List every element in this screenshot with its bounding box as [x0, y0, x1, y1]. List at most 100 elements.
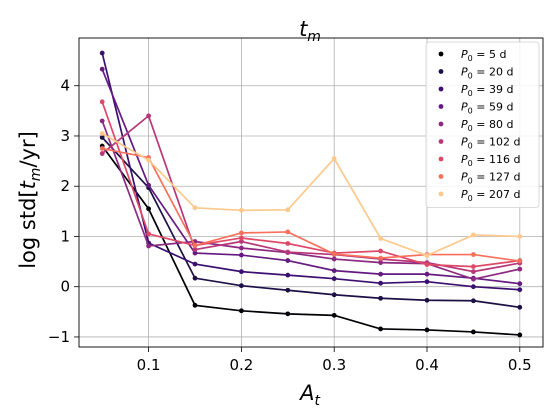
series-line	[102, 147, 520, 262]
series-20-d	[99, 135, 523, 310]
data-point	[239, 207, 244, 213]
data-point	[331, 276, 337, 282]
data-point	[517, 281, 523, 287]
data-point	[99, 131, 105, 136]
data-point	[517, 332, 523, 338]
legend-series-name: 102 d	[489, 136, 520, 149]
plot-frame	[78, 37, 544, 348]
series-line	[101, 52, 520, 291]
data-point	[471, 284, 476, 290]
y-tick-label: 2	[60, 177, 70, 195]
data-point	[99, 151, 105, 156]
series-line	[101, 145, 520, 336]
data-point	[517, 234, 523, 239]
y-tick-label: 0	[60, 278, 70, 296]
legend-entry: P0 = 116 d	[438, 153, 520, 168]
data-point	[239, 269, 244, 275]
x-tick-label: 0.2	[229, 356, 253, 374]
data-point	[192, 275, 198, 281]
data-point	[99, 99, 105, 105]
data-point	[146, 182, 152, 188]
data-point	[239, 230, 244, 236]
x-tick-label: 0.1	[137, 356, 161, 374]
legend-label: P0 = 80 d	[461, 118, 513, 133]
data-point	[331, 256, 337, 262]
data-point	[239, 235, 244, 241]
data-point	[192, 250, 198, 256]
data-point	[239, 239, 244, 244]
data-point	[424, 327, 430, 333]
data-point	[517, 287, 523, 293]
data-point	[378, 295, 383, 301]
legend-entry: P0 = 127 d	[438, 171, 520, 186]
legend-series-name: 116 d	[489, 153, 520, 166]
legend-series-name: 20 d	[489, 66, 513, 79]
data-point	[239, 245, 244, 251]
data-point	[331, 292, 337, 298]
ticks: 0.1 0.2 0.3 0.4 0.5 −1 0 1 2 3 4	[48, 77, 532, 374]
legend-entry: P0 = 5 d	[438, 48, 506, 63]
legend-label: P0 = 59 d	[461, 101, 513, 116]
data-point	[471, 269, 476, 275]
legend-marker	[438, 121, 444, 127]
data-point	[99, 50, 105, 56]
y-tick-label: 3	[60, 127, 70, 145]
data-point	[378, 236, 383, 241]
legend-marker	[438, 104, 444, 109]
legend-marker	[438, 51, 444, 57]
legend: P0 = 5 d P0 = 20 d P0 = 39 d P0 = 59 d P0 = …	[425, 41, 540, 208]
data-point	[378, 271, 383, 277]
y-tick-label: −1	[48, 328, 70, 346]
data-point	[471, 276, 476, 282]
data-point	[517, 266, 523, 272]
legend-entry: P0 = 20 d	[438, 66, 513, 81]
series-116-d	[99, 99, 523, 270]
series-line	[101, 114, 520, 273]
legend-marker	[438, 174, 444, 179]
data-point	[378, 260, 383, 265]
legend-series-name: 5 d	[489, 48, 506, 61]
data-point	[471, 264, 476, 270]
legend-box	[425, 41, 540, 208]
legend-entry: P0 = 102 d	[438, 136, 520, 151]
data-point	[424, 297, 430, 303]
legend-label: P0 = 116 d	[461, 153, 520, 168]
series-207-d	[99, 131, 523, 258]
data-point	[471, 252, 476, 257]
legend-label: P0 = 5 d	[461, 48, 506, 63]
data-point	[517, 258, 523, 264]
data-point	[285, 249, 291, 255]
data-point	[239, 308, 244, 314]
x-axis-title: At	[298, 381, 320, 409]
legend-series-name: 80 d	[489, 118, 513, 131]
data-point	[192, 243, 198, 248]
data-point	[239, 283, 244, 289]
y-axis-title: log std[tm/yr]	[16, 131, 44, 269]
data-point	[192, 247, 198, 252]
series-line	[101, 101, 520, 268]
data-point	[517, 304, 523, 310]
data-point	[471, 329, 476, 335]
data-point	[378, 248, 383, 254]
data-point	[99, 118, 105, 124]
data-point	[146, 113, 152, 119]
legend-series-name: 127 d	[489, 171, 520, 184]
data-point	[378, 280, 383, 286]
series-127-d	[99, 146, 523, 264]
data-point	[146, 157, 152, 163]
y-tick-label: 4	[60, 77, 70, 95]
data-point	[331, 251, 337, 257]
data-point	[192, 302, 198, 308]
legend-label: P0 = 207 d	[461, 188, 520, 203]
y-tick-label: 1	[60, 227, 70, 245]
data-point	[285, 311, 291, 317]
legend-marker	[438, 139, 444, 144]
chart-title: tm	[299, 17, 321, 45]
legend-label: P0 = 20 d	[461, 66, 513, 81]
legend-marker	[438, 156, 444, 162]
legend-entry: P0 = 80 d	[438, 118, 513, 133]
data-point	[146, 231, 152, 237]
legend-entry: P0 = 59 d	[438, 101, 513, 116]
data-point	[424, 262, 430, 267]
data-point	[285, 241, 291, 246]
